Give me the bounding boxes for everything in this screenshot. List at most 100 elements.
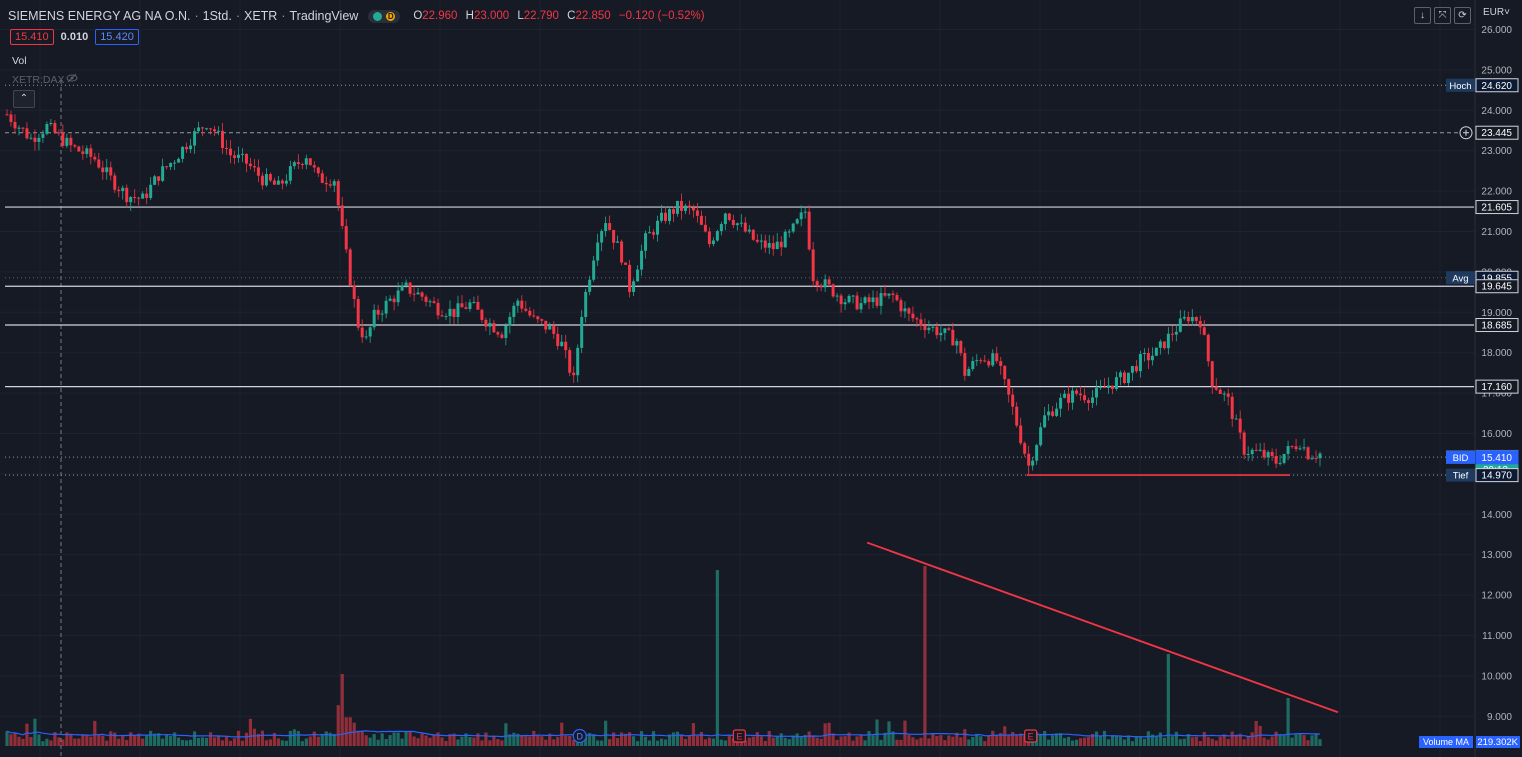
- refresh-icon[interactable]: ⟳: [1454, 7, 1471, 24]
- candle-body: [344, 226, 348, 250]
- candle-body: [839, 295, 843, 305]
- volume-ma-line: [6, 730, 1321, 738]
- volume-bar: [496, 739, 500, 746]
- quote-panel: 15.410 0.010 15.420: [10, 29, 139, 45]
- volume-bar: [711, 738, 715, 746]
- candle-body: [767, 243, 771, 248]
- candle-body: [1314, 458, 1318, 460]
- candle-body: [424, 296, 428, 302]
- bid-button[interactable]: 15.410: [10, 29, 54, 45]
- volume-bar: [396, 732, 400, 746]
- candle-body: [1083, 395, 1087, 401]
- volume-bar: [923, 566, 927, 746]
- candle-body: [1003, 365, 1007, 380]
- candle-body: [628, 264, 632, 292]
- price-tag-value: 21.605: [1481, 203, 1512, 214]
- y-tick-label: 22.000: [1481, 187, 1512, 198]
- candle-body: [73, 145, 77, 147]
- candle-body: [548, 325, 552, 330]
- volume-bar: [244, 732, 249, 746]
- volume-bar: [145, 735, 149, 746]
- volume-bar: [384, 739, 388, 746]
- currency-selector[interactable]: EUR˅: [1483, 7, 1510, 18]
- volume-bar: [572, 739, 576, 746]
- volume-bar: [392, 732, 396, 746]
- candle-body: [711, 240, 715, 245]
- volume-bar: [1278, 734, 1282, 746]
- volume-bar: [200, 737, 205, 746]
- volume-bar: [220, 740, 225, 746]
- volume-bar: [847, 732, 851, 746]
- volume-bar: [1254, 720, 1258, 746]
- volume-bar: [508, 734, 512, 746]
- volume-bar: [1162, 737, 1166, 746]
- hidden-eye-icon[interactable]: [66, 72, 78, 84]
- candle-body: [165, 166, 169, 168]
- volume-bar: [663, 739, 668, 746]
- price-tag: 17.160: [1475, 379, 1519, 394]
- volume-bar: [955, 732, 959, 746]
- interval-label[interactable]: 1Std.: [202, 9, 232, 23]
- candle-body: [1146, 352, 1150, 361]
- fullscreen-icon[interactable]: ⤧: [1434, 7, 1451, 24]
- volume-bar: [1230, 731, 1234, 746]
- candle-body: [556, 333, 560, 347]
- volume-bar: [1218, 736, 1222, 746]
- candle-body: [751, 229, 755, 240]
- volume-bar: [1206, 737, 1210, 746]
- price-tag-value: 15.410: [1481, 453, 1512, 464]
- volume-bar: [177, 737, 181, 746]
- volume-bar: [1266, 739, 1270, 746]
- volume-bar: [1310, 735, 1314, 746]
- candle-body: [1162, 341, 1166, 349]
- volume-bar: [404, 731, 408, 746]
- candle-body: [959, 341, 963, 354]
- candle-body: [787, 231, 791, 233]
- candle-body: [1150, 355, 1154, 361]
- candle-body: [1170, 333, 1174, 335]
- candle-body: [125, 187, 129, 203]
- candle-body: [248, 163, 252, 167]
- candle-body: [1234, 418, 1238, 420]
- candle-body: [336, 181, 340, 206]
- candle-body: [440, 315, 444, 317]
- candle-body: [324, 182, 328, 185]
- candle-body: [149, 184, 153, 199]
- price-tag-value: 19.855: [1481, 273, 1512, 284]
- volume-bar: [1150, 734, 1154, 746]
- open-value: 22.960: [422, 10, 458, 22]
- symbol-name[interactable]: SIEMENS ENERGY AG NA O.N.: [8, 9, 191, 23]
- volume-bar: [1130, 741, 1135, 746]
- candle-body: [316, 167, 320, 174]
- candle-body: [300, 163, 304, 165]
- candle-body: [448, 308, 452, 317]
- ask-button[interactable]: 15.420: [95, 29, 139, 45]
- candle-body: [1130, 366, 1134, 373]
- volume-bar: [775, 735, 779, 746]
- exchange-label: XETR: [244, 9, 278, 23]
- candle-body: [636, 269, 640, 282]
- candle-body: [5, 114, 9, 116]
- volume-bar: [412, 736, 416, 746]
- download-icon[interactable]: ↓: [1414, 7, 1431, 24]
- candle-body: [460, 303, 464, 308]
- candle-body: [113, 175, 117, 190]
- market-status[interactable]: D: [368, 9, 401, 23]
- volume-bar: [927, 738, 931, 746]
- vol-indicator-label[interactable]: Vol: [12, 55, 27, 67]
- candle-body: [1210, 361, 1214, 387]
- candle-body: [1250, 449, 1254, 455]
- candle-body: [588, 279, 592, 292]
- volume-bar: [348, 717, 352, 746]
- candle-body: [225, 147, 228, 149]
- compare-symbol-label[interactable]: XETR:DAX: [12, 74, 65, 86]
- volume-bar: [747, 737, 751, 746]
- collapse-legend-button[interactable]: ⌃: [13, 90, 35, 108]
- volume-bar: [1154, 736, 1158, 746]
- volume-bar: [324, 731, 328, 746]
- volume-bar: [157, 733, 161, 746]
- volume-bar: [468, 737, 472, 746]
- volume-bar: [344, 717, 348, 746]
- volume-bar: [1170, 736, 1174, 746]
